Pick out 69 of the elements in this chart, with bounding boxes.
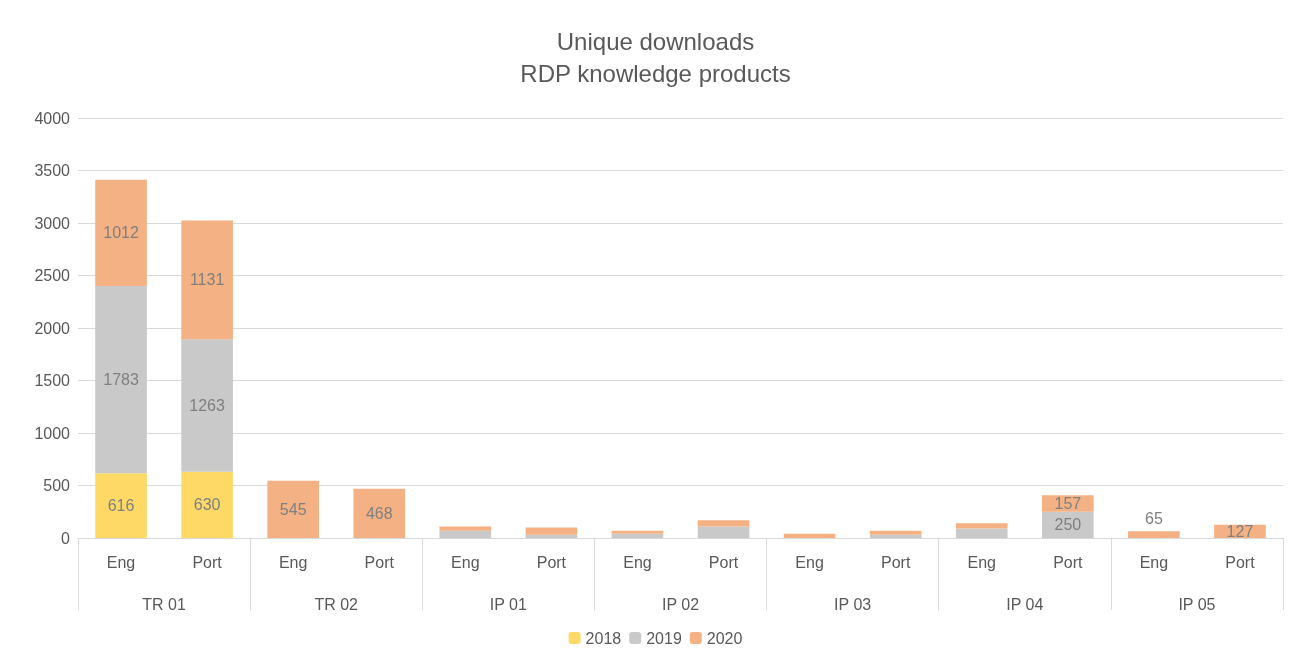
bar xyxy=(525,527,578,535)
x-tick-label: Eng xyxy=(967,553,996,571)
bar xyxy=(869,534,922,538)
y-tick-label: 4000 xyxy=(34,109,71,127)
x-tick-label: Port xyxy=(192,553,223,571)
bar xyxy=(439,526,492,531)
text: IP 02 xyxy=(661,595,700,613)
y-tick-label: 3500 xyxy=(34,162,71,179)
bar xyxy=(353,488,406,538)
bar xyxy=(955,523,1008,529)
x-tick-label: Port xyxy=(536,553,567,571)
text: IP 05 xyxy=(1178,595,1216,613)
x-tick-label: Port xyxy=(364,553,395,571)
text: TR 02 xyxy=(314,595,359,613)
y-tick-label: 1000 xyxy=(34,424,71,442)
x-tick-label: Eng xyxy=(623,553,652,571)
bar xyxy=(697,520,750,527)
x-tick-label: Eng xyxy=(1139,553,1169,571)
text: IP 04 xyxy=(1006,595,1044,613)
y-tick-label: 2000 xyxy=(34,319,71,337)
bar xyxy=(1128,531,1180,538)
y-tick-label: 0 xyxy=(61,529,71,547)
x-tick-label: Port xyxy=(881,553,911,571)
bar xyxy=(95,473,147,538)
text: IP 01 xyxy=(489,595,527,613)
bar xyxy=(955,528,1008,538)
data-label: 157 xyxy=(1054,495,1082,513)
y-tick-label: 3000 xyxy=(34,214,71,232)
bar xyxy=(181,471,233,538)
data-label: 545 xyxy=(279,500,307,518)
text: IP 03 xyxy=(834,595,872,613)
data-label: 127 xyxy=(1226,522,1254,540)
x-tick-label: Port xyxy=(708,553,739,571)
data-label: 630 xyxy=(193,496,221,514)
bar xyxy=(181,339,233,472)
x-tick-label: Port xyxy=(1225,553,1256,571)
bar xyxy=(697,526,750,538)
data-label: 65 xyxy=(1144,509,1163,527)
bar xyxy=(95,179,147,287)
data-label: 250 xyxy=(1054,516,1082,534)
bar xyxy=(525,534,578,538)
legend-label: 2018 xyxy=(585,629,622,647)
y-tick-label: 1500 xyxy=(34,372,71,389)
x-tick-label: Eng xyxy=(278,553,308,571)
legend-label: 2020 xyxy=(706,629,743,647)
bar xyxy=(267,480,319,538)
text: TR 01 xyxy=(142,595,186,613)
bar xyxy=(611,530,664,534)
x-tick-label: Port xyxy=(1053,553,1084,571)
data-label: 616 xyxy=(107,497,135,515)
bar xyxy=(783,533,836,538)
bar xyxy=(869,530,922,535)
bar xyxy=(95,286,147,474)
x-tick-label: Eng xyxy=(106,553,136,571)
data-label: 1263 xyxy=(189,397,226,415)
data-label: 1783 xyxy=(103,371,139,389)
bar xyxy=(611,533,664,538)
data-label: 1012 xyxy=(103,224,139,242)
bar xyxy=(439,530,492,538)
x-tick-label: Eng xyxy=(451,553,480,571)
legend-label: 2019 xyxy=(646,629,682,647)
data-label: 468 xyxy=(365,504,393,522)
x-tick-label: Eng xyxy=(795,553,824,571)
y-tick-label: 500 xyxy=(43,477,71,494)
chart-subtitle: RDP knowledge products xyxy=(520,59,791,87)
y-tick-label: 2500 xyxy=(34,267,71,284)
data-label: 1131 xyxy=(189,271,225,289)
bar xyxy=(181,220,233,340)
chart-title: Unique downloads xyxy=(556,27,755,55)
